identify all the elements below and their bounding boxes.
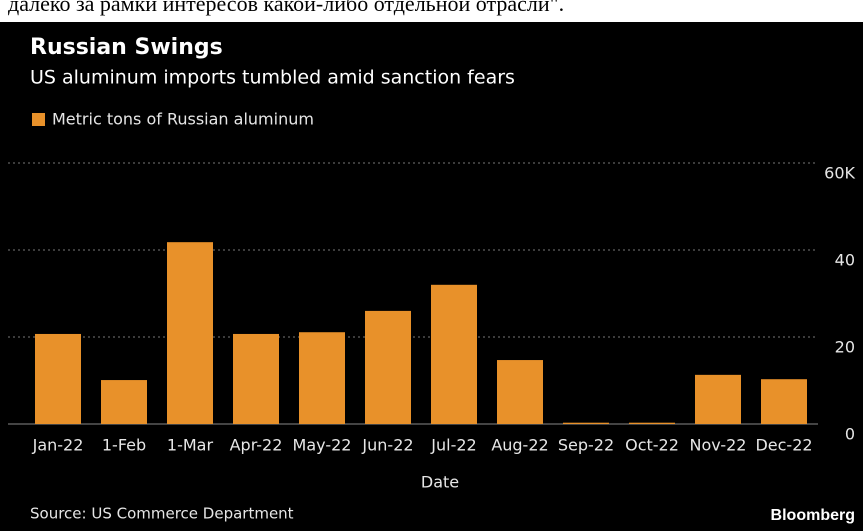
- chart-subtitle: US aluminum imports tumbled amid sanctio…: [30, 67, 515, 89]
- bar: [233, 333, 279, 424]
- article-text: далеко за рамки интересов какой-либо отд…: [8, 0, 564, 16]
- chart-background: [0, 22, 863, 531]
- x-tick-label: Oct-22: [625, 436, 679, 455]
- x-tick-label: Jan-22: [32, 436, 84, 455]
- x-tick-label: Apr-22: [230, 436, 283, 455]
- bar: [299, 332, 345, 424]
- bar: [497, 360, 543, 424]
- y-tick-label: 20: [835, 338, 855, 357]
- source: Source: US Commerce Department: [30, 505, 294, 523]
- x-tick-label: Aug-22: [491, 436, 548, 455]
- bar: [629, 422, 675, 424]
- bar: [431, 284, 477, 424]
- x-tick-label: Dec-22: [755, 436, 812, 455]
- bar: [167, 242, 213, 424]
- x-axis-label: Date: [421, 473, 459, 492]
- bar: [365, 310, 411, 424]
- legend-swatch: [32, 113, 45, 126]
- bar: [563, 422, 609, 424]
- article-strip: [0, 0, 863, 22]
- bar: [101, 380, 147, 424]
- x-tick-label: 1-Feb: [102, 436, 146, 455]
- y-tick-label: 40: [835, 251, 855, 270]
- brand: Bloomberg: [771, 507, 855, 524]
- x-tick-label: Jul-22: [430, 436, 476, 455]
- legend-label: Metric tons of Russian aluminum: [52, 110, 314, 129]
- x-tick-label: Nov-22: [690, 436, 747, 455]
- x-tick-label: Jun-22: [361, 436, 413, 455]
- bar: [761, 379, 807, 424]
- bar: [695, 374, 741, 424]
- bar: [35, 333, 81, 424]
- chart-title: Russian Swings: [30, 35, 223, 60]
- x-tick-label: Sep-22: [558, 436, 614, 455]
- y-tick-label: 0: [845, 425, 855, 444]
- y-tick-label: 60K: [824, 164, 855, 183]
- x-tick-label: May-22: [293, 436, 352, 455]
- x-tick-label: 1-Mar: [167, 436, 214, 455]
